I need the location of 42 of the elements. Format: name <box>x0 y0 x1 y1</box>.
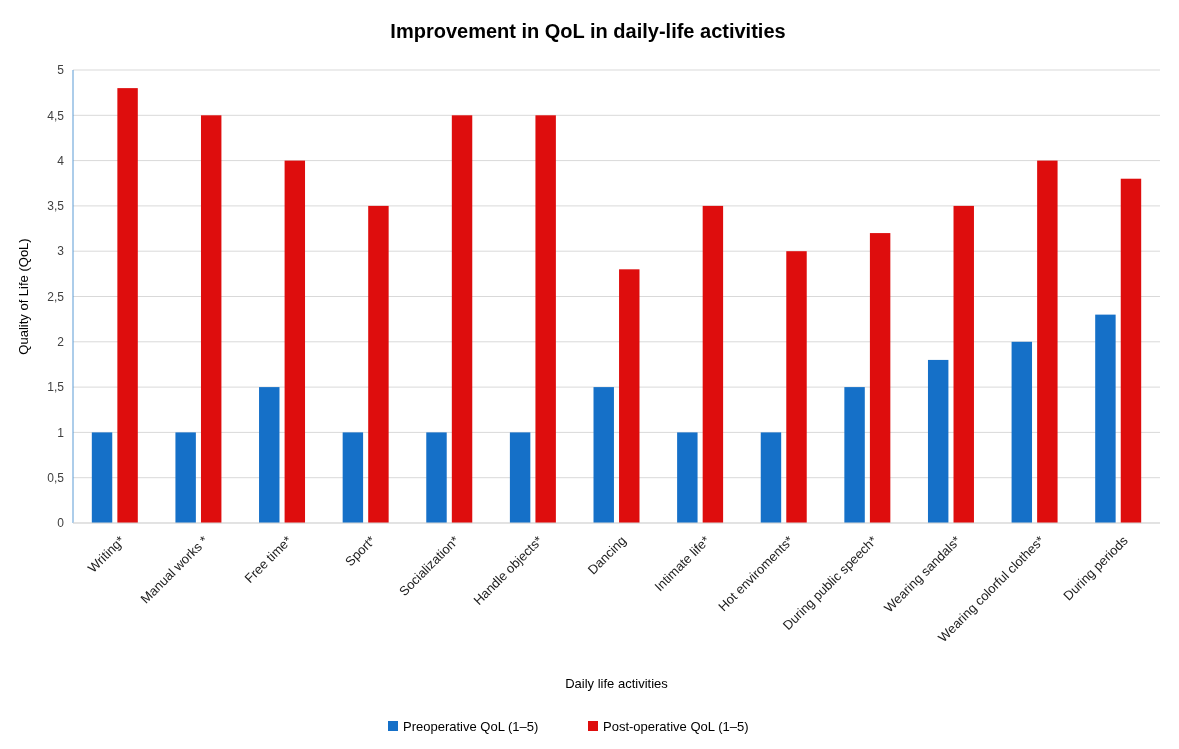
y-tick-label: 5 <box>57 63 65 78</box>
legend-label: Post-operative QoL (1–5) <box>603 719 749 734</box>
y-tick-label: 4 <box>57 153 65 168</box>
bar <box>259 387 280 523</box>
y-tick-label: 0 <box>57 516 65 531</box>
bar <box>535 115 556 523</box>
y-tick-label: 1 <box>57 425 65 440</box>
bar <box>953 205 974 523</box>
bar <box>284 160 306 523</box>
bar <box>91 432 113 523</box>
y-tick-label: 0,5 <box>47 470 65 485</box>
bar <box>677 432 698 523</box>
bar <box>927 359 949 523</box>
y-tick-label: 1,5 <box>47 380 65 395</box>
y-tick-label: 2 <box>57 335 65 349</box>
bar <box>1120 178 1142 523</box>
bar <box>786 251 807 523</box>
bar <box>509 432 531 523</box>
bar <box>342 432 364 523</box>
bar <box>702 205 724 523</box>
y-axis-title: Quality of Life (QoL) <box>16 238 31 355</box>
bar <box>175 432 196 523</box>
y-tick-label: 3 <box>57 244 65 259</box>
bar <box>200 115 222 523</box>
chart-title: Improvement in QoL in daily-life activities <box>390 20 786 42</box>
legend-label: Preoperative QoL (1–5) <box>403 719 539 734</box>
bar <box>1037 160 1058 523</box>
bar <box>760 432 782 523</box>
y-tick-label: 4,5 <box>47 108 65 123</box>
bar <box>426 432 447 523</box>
bar <box>1095 314 1116 523</box>
bar <box>451 115 473 523</box>
bar <box>619 269 640 523</box>
bar <box>1011 341 1033 523</box>
y-tick-label: 2,5 <box>47 289 65 304</box>
bar <box>844 387 865 523</box>
bar <box>869 233 891 523</box>
bar <box>117 88 138 523</box>
bar <box>593 387 614 523</box>
x-axis-title: Daily life activities <box>565 676 669 691</box>
y-tick-label: 3,5 <box>47 199 65 214</box>
bar <box>368 205 389 523</box>
